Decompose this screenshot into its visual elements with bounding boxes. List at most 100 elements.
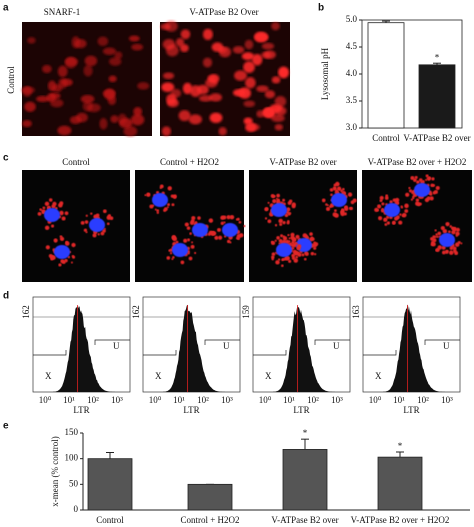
cell-stain — [188, 114, 203, 125]
cell-stain — [119, 117, 133, 129]
cell-stain — [241, 52, 255, 61]
x-axis-label: LTR — [293, 405, 309, 415]
lysosome — [398, 220, 403, 225]
lysosome — [243, 225, 246, 228]
lysosome — [48, 198, 53, 202]
cell-stain — [180, 29, 191, 40]
lysosome — [432, 235, 436, 239]
lysosome — [424, 197, 430, 203]
lysosome — [340, 210, 345, 215]
cell-stain — [97, 36, 109, 47]
lysosome — [64, 258, 68, 263]
lysosome — [430, 242, 434, 247]
x-tick-label: 10⁰ — [39, 395, 52, 405]
lysosome — [379, 199, 383, 203]
lysosome — [325, 203, 328, 206]
image-title: Control — [62, 157, 90, 167]
cell-stain — [243, 100, 256, 108]
lysosome — [71, 255, 75, 258]
lysosome — [432, 191, 436, 195]
image-title: SNARF-1 — [44, 7, 81, 17]
lysosome — [410, 175, 415, 180]
lysosome — [379, 195, 384, 200]
lysosome — [437, 231, 442, 236]
cell-stain — [209, 112, 223, 124]
lysosome — [274, 224, 278, 227]
lysosome — [451, 230, 456, 235]
lysosome — [394, 216, 399, 221]
lysosome — [183, 238, 188, 243]
gate — [94, 339, 130, 345]
lysosome — [106, 222, 110, 226]
lysosome — [184, 222, 189, 227]
lysosome — [197, 216, 201, 220]
lysosome — [295, 234, 300, 239]
gate — [253, 350, 287, 356]
lysosome — [291, 202, 296, 207]
cell-stain — [123, 125, 138, 137]
lysosome — [455, 231, 460, 236]
cell-stain — [102, 47, 117, 55]
lysosome — [156, 211, 160, 215]
x-tick-label: Control — [372, 133, 400, 143]
lysosome — [460, 242, 463, 245]
lysosome — [454, 251, 459, 256]
cell-stain — [128, 35, 140, 42]
lysosome — [404, 209, 409, 213]
bar — [87, 458, 133, 511]
lysosome — [281, 258, 284, 262]
lysosome — [282, 198, 286, 202]
lysosome — [189, 220, 195, 225]
cell-stain — [175, 37, 185, 47]
x-tick-label: 10¹ — [173, 395, 185, 405]
lysosome — [39, 208, 42, 211]
lysosome — [293, 258, 299, 263]
lysosome — [392, 198, 397, 202]
lysosome — [431, 177, 435, 181]
lysosome — [102, 209, 107, 214]
x-axis-label: LTR — [183, 405, 199, 415]
lysosome — [167, 186, 172, 191]
image-title: V-ATPase B2 over — [269, 157, 336, 167]
lysosome — [400, 206, 404, 209]
x-axis-label: LTR — [403, 405, 419, 415]
cell-stain — [211, 42, 224, 52]
lysosome — [226, 215, 231, 220]
lysosome — [169, 251, 173, 255]
lysosome — [447, 230, 451, 234]
lysosome — [425, 174, 429, 178]
lysosome — [411, 190, 416, 195]
gate — [363, 350, 397, 356]
micrograph — [21, 22, 152, 137]
cell-stain — [131, 43, 144, 51]
lysosome — [410, 198, 414, 201]
lysosome — [92, 233, 97, 238]
lysosome — [84, 220, 89, 224]
lysosome — [429, 192, 433, 196]
cell-stain — [274, 123, 284, 131]
gate — [143, 350, 177, 356]
histogram-panel: X U 162 10⁰ 10¹ 10² 10³ LTR — [131, 296, 241, 415]
lysosome — [284, 213, 289, 218]
cell-stain — [234, 70, 247, 81]
lysosome — [67, 255, 71, 259]
lysosome — [188, 256, 193, 261]
lysosome — [71, 242, 76, 248]
x-tick-label: V-ATPase B2 over + H2O2 — [351, 515, 450, 525]
lysosome — [290, 235, 295, 240]
lysosome — [53, 238, 58, 243]
y-axis-label: x-mean (% control) — [50, 436, 60, 506]
lysosome — [442, 229, 448, 234]
lysosome — [412, 195, 415, 198]
lysosome — [386, 221, 391, 225]
cell-stain — [137, 82, 150, 90]
cell-stain — [82, 101, 93, 112]
confocal-image — [362, 170, 472, 282]
lysosome — [80, 220, 85, 225]
lysosome — [309, 233, 313, 236]
lysosome — [59, 235, 63, 238]
lysosome — [175, 240, 179, 244]
y-max-label: 159 — [241, 305, 251, 319]
lysosome — [85, 231, 88, 234]
lysosome — [303, 257, 307, 261]
